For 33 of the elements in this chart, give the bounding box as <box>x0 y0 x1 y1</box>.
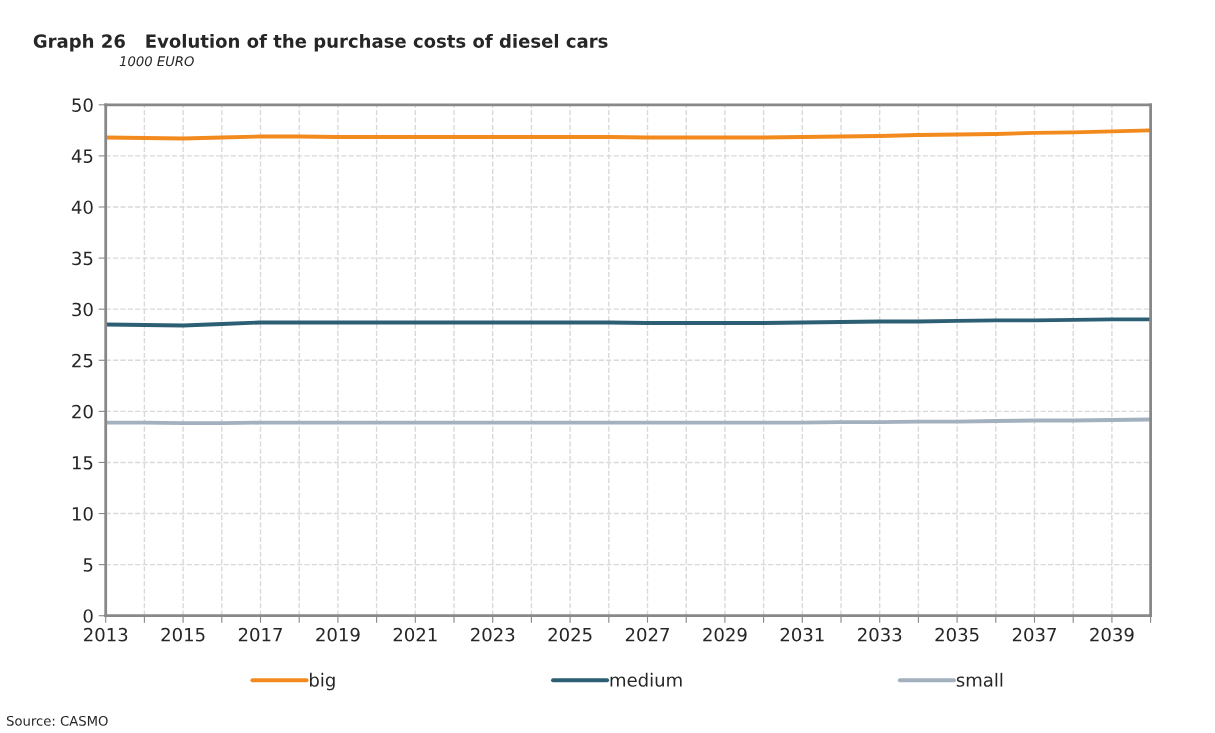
line-series <box>105 317 1151 328</box>
x-tick-label: 2019 <box>316 627 360 642</box>
y-tick-label: 25 <box>72 353 93 368</box>
y-tick-label: 30 <box>72 302 93 317</box>
y-tick-label: 50 <box>72 98 93 112</box>
y-tick-label: 20 <box>72 404 93 419</box>
x-tick-label: 2031 <box>780 627 824 642</box>
y-tick-label: 45 <box>71 149 93 164</box>
x-tick-label: 2021 <box>393 627 437 642</box>
chart-subtitle: 1000 EURO <box>119 56 194 67</box>
y-tick-label: 5 <box>83 558 93 572</box>
x-tick-label: 2029 <box>703 627 747 642</box>
y-tick-label: 15 <box>72 456 93 470</box>
chart-title: Graph 26 Evolution of the purchase costs of diesel cars <box>33 33 608 52</box>
x-tick-label: 2015 <box>161 627 205 642</box>
x-tick-label: 2017 <box>238 627 282 642</box>
legend-label: small <box>956 672 1003 687</box>
x-tick-label: 2033 <box>858 627 902 642</box>
x-tick-label: 2025 <box>548 627 592 642</box>
y-tick-label: 10 <box>72 507 93 521</box>
x-tick-label: 2039 <box>1090 627 1134 642</box>
x-tick-label: 2037 <box>1012 627 1056 642</box>
legend-label: medium <box>610 672 682 687</box>
source-note: Source: CASMO <box>6 715 108 726</box>
y-tick-label: 35 <box>72 251 93 266</box>
line-series <box>105 128 1151 141</box>
y-tick-label: 0 <box>83 609 93 623</box>
legend-label: big <box>310 672 335 691</box>
x-tick-label: 2013 <box>84 627 128 642</box>
x-tick-label: 2035 <box>935 627 979 642</box>
y-tick-label: 40 <box>71 200 93 215</box>
x-tick-label: 2023 <box>471 627 515 642</box>
x-tick-label: 2027 <box>625 627 669 642</box>
